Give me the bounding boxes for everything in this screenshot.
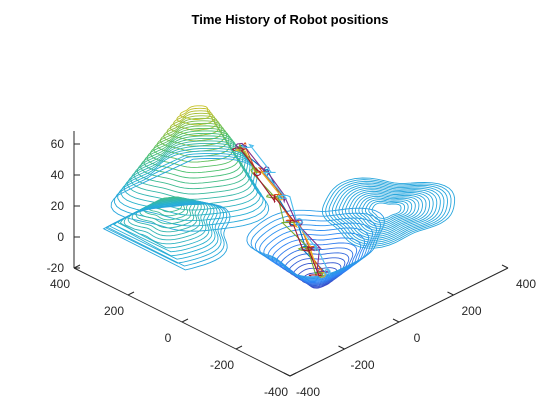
y-ticks: 400 200 0 -200 -400	[50, 264, 297, 399]
y-tick-mark	[235, 345, 243, 350]
x-tick-label: -200	[350, 358, 374, 372]
robot-trajectory	[231, 147, 322, 277]
contour-line	[127, 199, 202, 237]
x-tick-label: 200	[461, 304, 481, 318]
contour-layer	[102, 105, 456, 289]
contour-line	[123, 199, 205, 241]
contour-line	[156, 122, 230, 158]
contour-line	[139, 197, 193, 225]
contour-line	[117, 200, 212, 249]
contour-line	[117, 152, 264, 222]
z-tick-label: 40	[51, 168, 65, 182]
contour-line	[338, 185, 438, 239]
z-tick-label: 0	[57, 230, 64, 244]
contour-line	[358, 195, 416, 227]
x-tick-mark	[392, 318, 400, 323]
y-tick-label: 200	[104, 304, 124, 318]
contour-line	[113, 201, 215, 253]
x-tick-label: 400	[516, 277, 536, 291]
y-tick-label: 0	[165, 331, 172, 345]
z-ticks: 60 40 20 0 -20	[47, 137, 80, 275]
contour-line	[106, 202, 228, 267]
contour-line	[321, 177, 456, 249]
contour-line	[335, 184, 441, 241]
contour-line	[331, 182, 445, 243]
x-tick-mark	[501, 264, 509, 269]
contour-line	[351, 192, 423, 231]
contour-line	[108, 202, 221, 260]
chart-title: Time History of Robot positions	[192, 12, 389, 27]
contour-line	[119, 200, 209, 245]
robot-trajectory	[238, 143, 324, 278]
contour-line	[173, 110, 216, 131]
x-tick-label: -400	[296, 385, 320, 399]
contour-line	[114, 155, 267, 227]
contour-line	[325, 179, 452, 247]
contour-line	[328, 180, 448, 245]
y-tick-mark	[73, 264, 81, 269]
x-tick-label: 0	[414, 331, 421, 345]
y-tick-label: -400	[264, 385, 288, 399]
contour-line	[364, 199, 409, 223]
contour-line	[371, 202, 402, 219]
y-tick-mark	[127, 291, 135, 296]
robot-trajectory	[234, 142, 330, 272]
contour-line	[355, 194, 420, 229]
contour-line	[246, 207, 385, 278]
x-tick-mark	[338, 345, 345, 350]
contour-line	[102, 203, 231, 271]
contour-line	[345, 189, 431, 235]
contour-line	[110, 157, 270, 232]
y-tick-mark	[289, 372, 297, 377]
contour-line	[147, 196, 186, 217]
contour-line	[341, 187, 434, 237]
contour-line	[361, 197, 413, 225]
robot-trajectory	[241, 143, 331, 276]
contour-line	[131, 198, 199, 233]
trajectory-layer	[231, 142, 331, 278]
contour-line	[348, 190, 427, 233]
z-tick-label: 60	[51, 137, 65, 151]
x-tick-mark	[283, 372, 291, 377]
y-tick-label: -200	[210, 358, 234, 372]
x-ticks: -400 -200 0 200 400	[283, 264, 536, 399]
x-tick-mark	[447, 291, 454, 296]
y-tick-label: 400	[50, 277, 70, 291]
y-tick-mark	[181, 318, 189, 323]
z-tick-label: 20	[51, 199, 65, 213]
contour-line	[143, 197, 189, 221]
contour-line	[105, 202, 225, 264]
contour-line	[135, 198, 196, 229]
z-tick-label: -20	[47, 261, 65, 275]
contour-line	[368, 200, 406, 221]
